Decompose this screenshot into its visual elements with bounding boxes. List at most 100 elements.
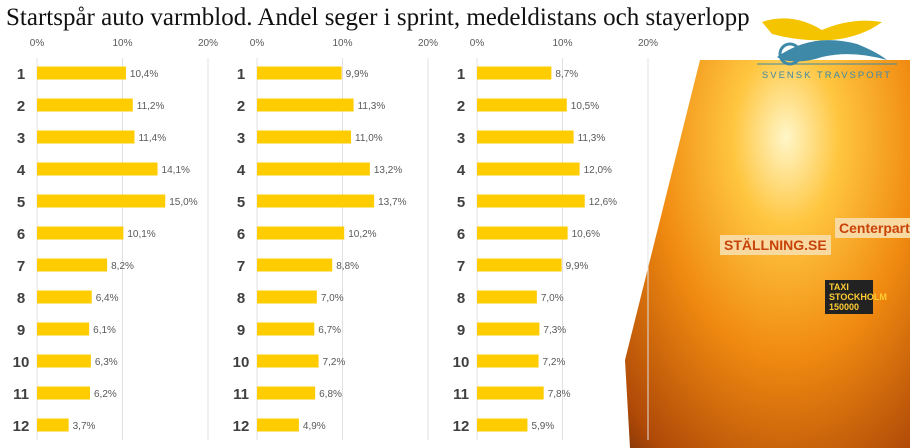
- category-label: 1: [457, 66, 465, 83]
- category-label: 8: [17, 290, 25, 307]
- data-label: 8,2%: [111, 261, 134, 272]
- data-label: 8,7%: [555, 69, 578, 80]
- bar: [37, 386, 91, 400]
- photo-banner: TAXI STOCKHOLM 150000: [825, 280, 887, 314]
- data-label: 6,4%: [96, 293, 119, 304]
- bar: [257, 130, 352, 144]
- trotting-race-photo: STÄLLNING.SE Centerpartiet TAXI STOCKHOL…: [625, 60, 910, 448]
- tick-label: 20%: [638, 38, 658, 49]
- tick-label: 10%: [552, 38, 572, 49]
- bar: [477, 98, 567, 112]
- bar: [257, 66, 342, 80]
- bar: [37, 98, 133, 112]
- category-label: 2: [17, 98, 25, 115]
- data-label: 10,4%: [130, 69, 158, 80]
- bar: [37, 130, 135, 144]
- bar: [257, 226, 345, 240]
- tick-label: 20%: [418, 38, 438, 49]
- tick-label: 10%: [332, 38, 352, 49]
- bar: [257, 162, 370, 176]
- data-label: 11,0%: [355, 133, 383, 144]
- category-label: 8: [457, 290, 465, 307]
- data-label: 13,7%: [378, 197, 406, 208]
- tick-label: 0%: [30, 38, 45, 49]
- bar: [477, 386, 544, 400]
- category-label: 7: [17, 258, 25, 275]
- tick-label: 10%: [112, 38, 132, 49]
- category-label: 8: [237, 290, 245, 307]
- bar: [257, 258, 333, 272]
- bar: [477, 130, 574, 144]
- data-label: 4,9%: [303, 421, 326, 432]
- bar: [37, 66, 126, 80]
- bar: [477, 194, 585, 208]
- bar: [477, 226, 568, 240]
- data-label: 6,7%: [318, 325, 341, 336]
- bar: [37, 322, 90, 336]
- category-label: 9: [237, 322, 245, 339]
- bar: [257, 194, 375, 208]
- tick-label: 0%: [250, 38, 265, 49]
- bar: [257, 354, 319, 368]
- data-label: 6,3%: [95, 357, 118, 368]
- category-label: 6: [237, 226, 245, 243]
- bar: [477, 418, 528, 432]
- tick-label: 20%: [198, 38, 218, 49]
- category-label: 4: [17, 162, 26, 179]
- data-label: 6,1%: [93, 325, 116, 336]
- data-label: 10,6%: [572, 229, 600, 240]
- data-label: 8,8%: [336, 261, 359, 272]
- bar: [477, 322, 540, 336]
- category-label: 1: [17, 66, 25, 83]
- chart-title: Startspår auto varmblod. Andel seger i s…: [6, 4, 750, 31]
- data-label: 11,2%: [137, 101, 165, 112]
- category-label: 4: [237, 162, 246, 179]
- photo-banner: Centerpartiet: [835, 218, 910, 238]
- data-label: 3,7%: [73, 421, 96, 432]
- bar: [477, 162, 580, 176]
- category-label: 5: [457, 194, 465, 211]
- photo-banner: STÄLLNING.SE: [720, 235, 831, 255]
- category-label: 12: [233, 418, 250, 435]
- bar: [477, 66, 552, 80]
- data-label: 11,3%: [358, 101, 386, 112]
- data-label: 15,0%: [169, 197, 197, 208]
- tick-label: 0%: [470, 38, 485, 49]
- category-label: 3: [17, 130, 25, 147]
- category-label: 7: [457, 258, 465, 275]
- data-label: 10,1%: [127, 229, 155, 240]
- data-label: 7,0%: [541, 293, 564, 304]
- category-label: 7: [237, 258, 245, 275]
- bar: [37, 226, 124, 240]
- category-label: 11: [233, 386, 249, 403]
- data-label: 7,2%: [323, 357, 346, 368]
- data-label: 6,2%: [94, 389, 117, 400]
- data-label: 7,0%: [321, 293, 344, 304]
- bar: [257, 418, 299, 432]
- category-label: 9: [17, 322, 25, 339]
- bar: [37, 194, 166, 208]
- data-label: 9,9%: [346, 69, 369, 80]
- bar: [477, 290, 537, 304]
- category-label: 3: [237, 130, 245, 147]
- category-label: 10: [233, 354, 250, 371]
- category-label: 12: [453, 418, 470, 435]
- category-label: 6: [457, 226, 465, 243]
- category-label: 11: [453, 386, 469, 403]
- bar: [37, 418, 69, 432]
- bar: [477, 258, 562, 272]
- category-label: 12: [13, 418, 30, 435]
- category-label: 2: [237, 98, 245, 115]
- bar: [477, 354, 539, 368]
- category-label: 6: [17, 226, 25, 243]
- bar: [37, 290, 92, 304]
- data-label: 7,3%: [543, 325, 566, 336]
- data-label: 7,8%: [548, 389, 571, 400]
- data-label: 10,5%: [571, 101, 599, 112]
- data-label: 11,4%: [138, 133, 166, 144]
- data-label: 6,8%: [319, 389, 342, 400]
- bar: [257, 98, 354, 112]
- bar: [37, 258, 108, 272]
- data-label: 11,3%: [578, 133, 606, 144]
